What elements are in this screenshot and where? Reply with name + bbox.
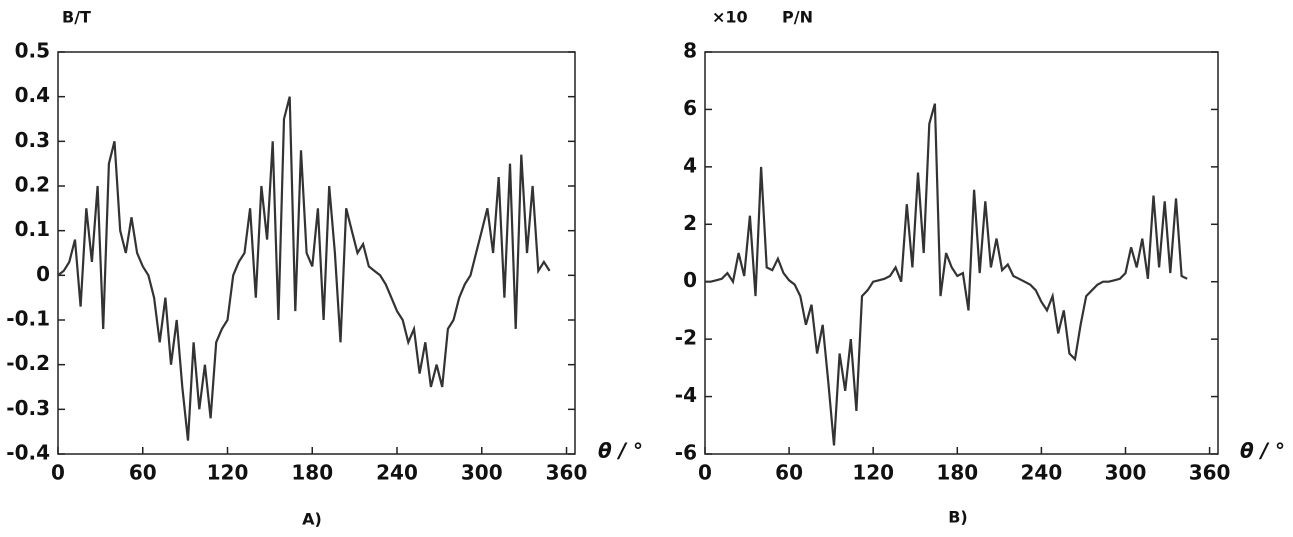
y-tick-label: -0.1 <box>6 307 50 331</box>
y-tick-label: 0 <box>36 262 50 286</box>
y-tick-label: 0.2 <box>15 173 50 197</box>
data-line <box>705 103 1188 446</box>
x-tick-label: 360 <box>546 461 588 485</box>
x-tick-label: 120 <box>207 461 249 485</box>
y-axis-label: B/T <box>62 8 91 27</box>
plot-frame <box>704 51 1219 455</box>
x-tick-label: 0 <box>51 461 65 485</box>
x-tick-label: 0 <box>698 461 712 485</box>
x-tick-label: 240 <box>1021 461 1063 485</box>
y-axis-label: P/N <box>782 8 813 27</box>
x-tick-label: 120 <box>852 461 894 485</box>
x-tick-label: 180 <box>291 461 333 485</box>
y-tick-label: -6 <box>675 441 697 465</box>
y-tick-label: -2 <box>675 326 697 350</box>
y-tick-label: 6 <box>683 96 697 120</box>
x-axis-label: θ / ° <box>598 439 643 463</box>
y-tick-label: 2 <box>683 211 697 235</box>
y-tick-label: -0.2 <box>6 351 50 375</box>
x-tick-label: 300 <box>1105 461 1147 485</box>
y-tick-label: -4 <box>675 383 697 407</box>
x-tick-label: 300 <box>461 461 503 485</box>
plot-frame <box>57 51 576 455</box>
y-tick-label: 0.3 <box>15 128 50 152</box>
y-tick-label: 4 <box>683 153 697 177</box>
y-tick-label: 8 <box>683 39 697 63</box>
x-tick-label: 360 <box>1189 461 1231 485</box>
x-tick-label: 60 <box>775 461 803 485</box>
x-axis-label: θ / ° <box>1240 439 1285 463</box>
y-tick-label: 0.5 <box>15 39 50 63</box>
caption: A) <box>302 510 322 529</box>
y-multiplier: ×10 <box>712 8 748 27</box>
data-line <box>57 96 551 441</box>
caption: B) <box>948 508 968 527</box>
x-tick-label: 180 <box>936 461 978 485</box>
y-tick-label: -0.4 <box>6 441 50 465</box>
y-tick-label: 0.1 <box>15 217 50 241</box>
x-tick-label: 240 <box>376 461 418 485</box>
y-tick-label: 0 <box>683 268 697 292</box>
y-tick-label: -0.3 <box>6 396 50 420</box>
x-tick-label: 60 <box>129 461 157 485</box>
y-tick-label: 0.4 <box>15 83 50 107</box>
